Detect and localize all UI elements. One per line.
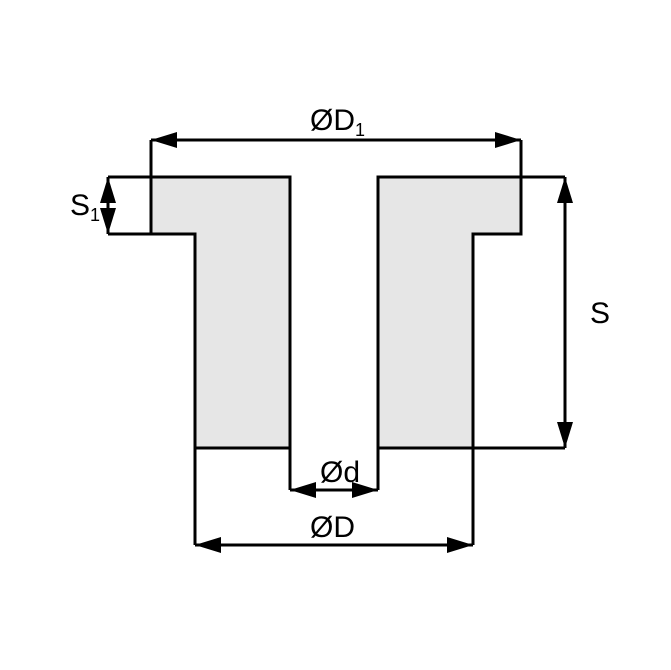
- dim-D-label: ØD: [310, 511, 355, 544]
- dim-arrow: [557, 177, 573, 203]
- dim-d-label: Ød: [320, 456, 360, 489]
- dim-arrow: [195, 537, 221, 553]
- dim-arrow: [100, 177, 116, 203]
- dim-S1-label: S1: [70, 189, 100, 225]
- dim-arrow: [447, 537, 473, 553]
- dim-arrow: [290, 482, 316, 498]
- dim-arrow: [557, 422, 573, 448]
- dim-S-label: S: [590, 297, 610, 330]
- dim-arrow: [151, 132, 177, 148]
- dim-arrow: [495, 132, 521, 148]
- bushing-cross-section-drawing: ØD1 S1 S Ød ØD: [0, 0, 671, 670]
- section-right: [378, 177, 521, 448]
- dim-arrow: [100, 208, 116, 234]
- section-left: [151, 177, 290, 448]
- dim-D1-label: ØD1: [310, 104, 365, 140]
